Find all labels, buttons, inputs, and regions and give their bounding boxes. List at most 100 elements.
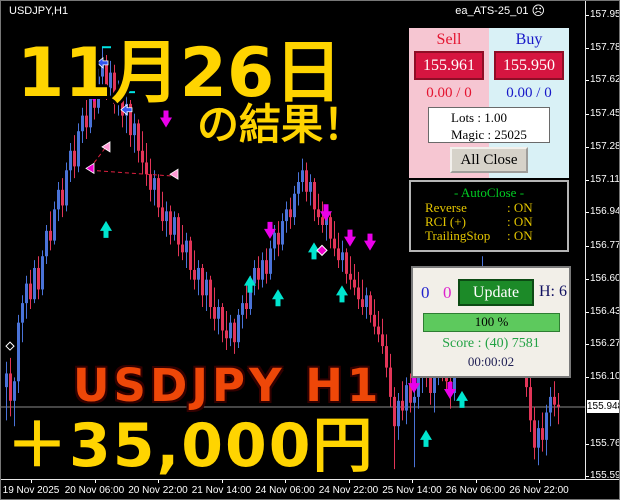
candle-body [405,385,408,411]
autoclose-title: - AutoClose - [453,185,525,200]
candle-body [397,400,400,427]
candle-body [33,267,36,300]
candle-body [289,209,292,218]
candle-body [285,209,288,222]
candle-body [105,64,108,89]
candle-body [433,373,436,393]
price-axis-label: 156.435 [590,305,619,317]
buy-signal-up-arrow-icon [308,242,320,260]
price-axis-tick [586,113,589,115]
count-magenta: 0 [443,283,452,302]
candle-body [113,72,116,104]
autoclose-key: Reverse [425,200,467,215]
count-blue: 0 [421,283,430,302]
sell-signal-down-arrow-icon [344,229,356,247]
candle-body [41,256,44,290]
trade-panel: Sell Buy 155.961 155.950 0.00 / 0 0.00 /… [409,28,569,178]
candle-body [221,307,224,331]
score-label: Score : (40) 7581 [442,336,540,351]
candle-body [297,182,300,194]
autoclose-panel: - AutoClose - Reverse : ON RCI (+) : ON … [409,180,569,252]
candle-body [393,396,396,427]
autoclose-value: : ON [507,228,533,243]
candle-body [29,283,32,300]
sell-label: Sell [436,31,462,48]
candle-body [213,307,216,319]
candle-body [333,238,336,249]
candle-body [557,404,560,407]
candle-body [181,244,184,253]
chart-canvas[interactable]: USDJPY,H1 ea_ATS-25_01 ☹ 11月26日 の結果！ USD… [1,1,585,481]
candle-body [337,248,340,261]
candle-body [237,314,240,343]
candle-body [365,295,368,308]
price-axis-tick [586,180,589,182]
candle-body [409,385,412,403]
sell-signal-down-arrow-icon [364,233,376,251]
buy-price-button[interactable]: 155.950 [494,51,564,80]
candle-body [217,307,220,319]
time-axis-label: 24 Nov 22:00 [318,485,379,496]
time-axis-label: 20 Nov 22:00 [128,485,188,496]
price-axis-tick [586,476,589,477]
candle-body [193,269,196,280]
candle-body [529,387,532,421]
candle-body [377,326,380,335]
candle-body [321,217,324,225]
time-axis-tick [221,480,223,483]
time-axis-label: 20 Nov 06:00 [64,485,125,496]
candle-body [89,96,92,128]
all-close-button[interactable]: All Close [450,147,528,173]
time-axis-tick [475,480,477,483]
time-axis-label: 26 Nov 06:00 [445,485,506,496]
pivot-flag-marker [169,168,179,180]
candle-body [149,174,152,190]
candle-body [429,377,432,393]
price-tag-arrow-icon [120,103,133,116]
candle-body [73,150,76,167]
price-axis-tick [586,311,589,313]
buy-signal-up-arrow-icon [456,390,468,408]
ea-status-smiley-icon: ☹ [531,3,545,18]
update-button[interactable]: Update [458,279,534,306]
price-axis-tick [586,15,589,16]
chart-symbol-period: USDJPY,H1 [9,5,69,17]
time-axis-tick [348,480,350,483]
candle-body [241,303,244,315]
candle-body [9,373,12,401]
time-axis-tick [158,480,159,483]
price-axis-label: 157.110 [590,174,620,186]
candle-body [17,322,20,382]
sell-price-button[interactable]: 155.961 [414,51,484,80]
price-axis-label: 156.775 [590,239,619,251]
time-axis-label: 21 Nov 14:00 [191,485,252,496]
candle-body [69,150,72,171]
candle-body [349,273,352,280]
candle-body [37,267,40,290]
price-axis-tick [586,377,589,379]
price-tag-arrow-icon [96,57,109,69]
candle-body [293,193,296,218]
candle-body [309,182,312,192]
price-axis-tick [586,212,589,214]
candle-body [153,178,156,190]
time-axis-label: 26 Nov 22:00 [509,485,569,496]
candle-body [129,103,132,136]
lots-line: Lots : 1.00 [451,110,507,125]
candle-body [25,283,28,304]
price-axis-tick [586,146,589,148]
candle-body [265,260,268,274]
candle-body [329,217,332,239]
time-axis[interactable]: 19 Nov 2025 20 Nov 06:00 20 Nov 22:00 21 No… [1,479,619,499]
candle-body [21,303,24,323]
pivot-flag-marker [101,141,111,153]
price-axis-tick [586,48,589,50]
time-axis-label: 24 Nov 06:00 [255,485,315,496]
autoclose-row-rci: RCI (+) : ON [411,215,567,229]
candle-body [85,115,88,128]
time-axis-tick [94,480,96,483]
headline-result: の結果！ [197,100,366,149]
price-axis[interactable]: 155.948 157.955 157.785 157.620 157.450 157.… [585,1,620,481]
candle-body [545,412,548,440]
